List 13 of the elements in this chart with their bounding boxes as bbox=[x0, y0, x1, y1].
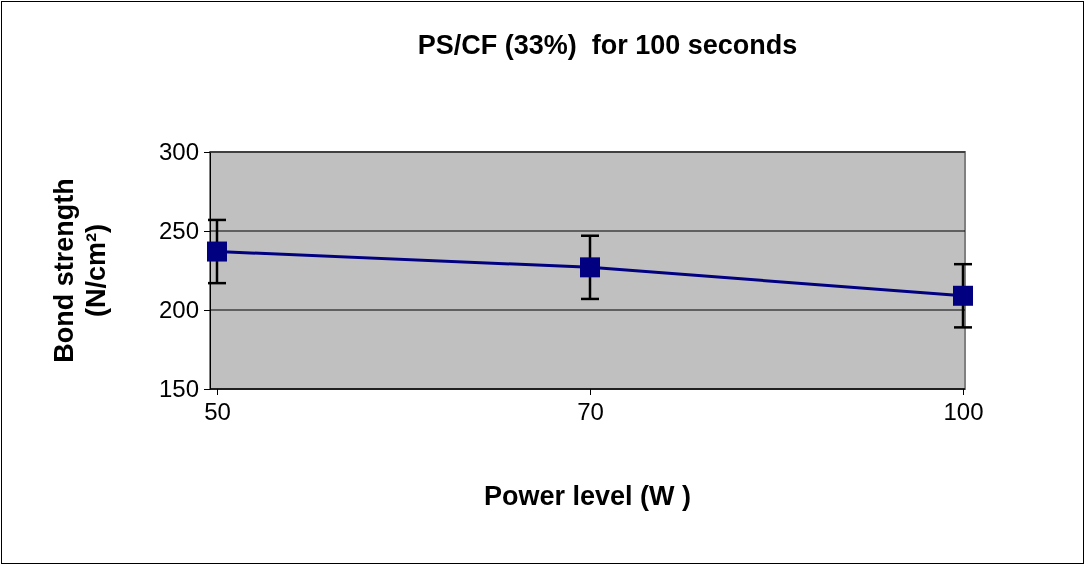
x-axis-title: Power level (W ) bbox=[483, 481, 692, 511]
chart-title: PS/CF (33%) for 100 seconds bbox=[417, 30, 798, 60]
y-tick-label: 150 bbox=[158, 375, 199, 403]
point bbox=[207, 241, 227, 262]
y-tick-label: 250 bbox=[158, 217, 199, 245]
y-tick-label: 300 bbox=[158, 138, 199, 166]
x-tick-label: 70 bbox=[577, 398, 604, 425]
x-tick-label: 50 bbox=[204, 398, 231, 425]
point bbox=[580, 257, 600, 278]
point bbox=[953, 285, 973, 306]
x-tick-label: 100 bbox=[943, 398, 984, 425]
y-axis-title: Bond strength (N/cm²) bbox=[49, 178, 111, 363]
y-tick-label: 200 bbox=[158, 296, 199, 324]
